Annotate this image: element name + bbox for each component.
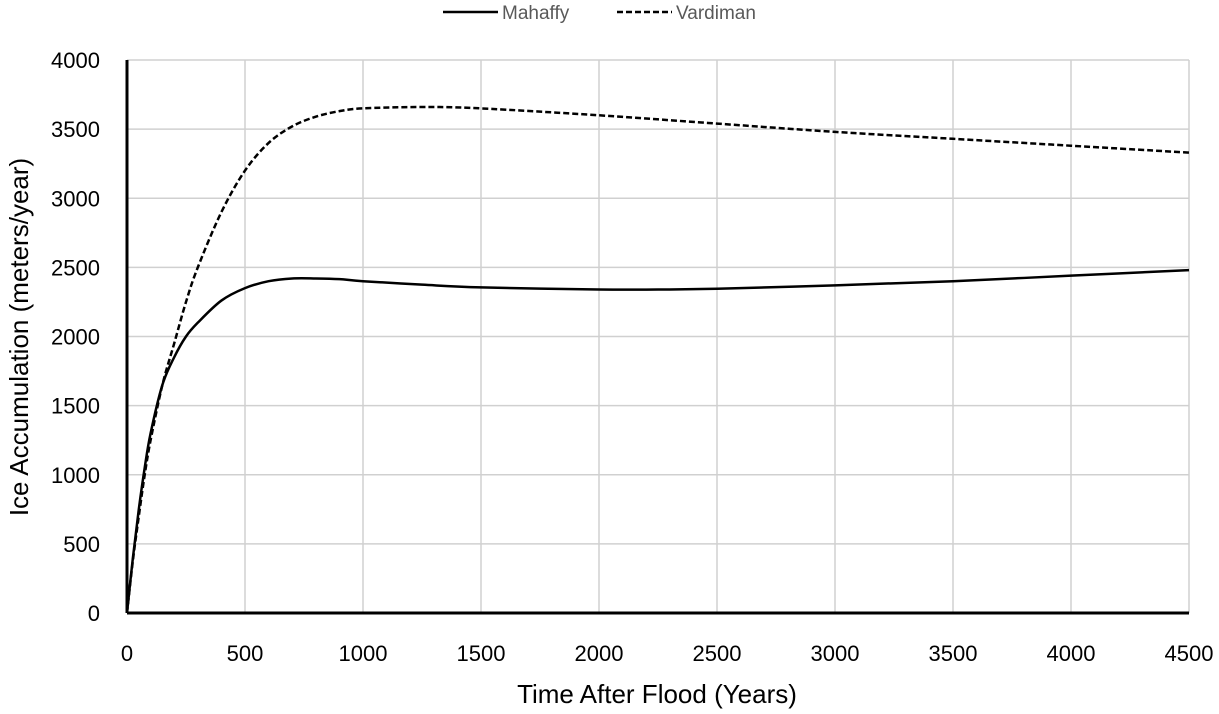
- x-tick-label: 4500: [1165, 641, 1214, 666]
- y-tick-label: 1000: [51, 463, 100, 488]
- y-tick-label: 1500: [51, 394, 100, 419]
- y-tick-label: 500: [63, 532, 100, 557]
- y-axis-title: Ice Accumulation (meters/year): [4, 158, 34, 516]
- legend: Mahaffy Vardiman: [443, 3, 756, 24]
- y-tick-label: 0: [88, 601, 100, 626]
- y-tick-label: 2000: [51, 325, 100, 350]
- y-tick-label: 3500: [51, 117, 100, 142]
- x-tick-label: 3000: [811, 641, 860, 666]
- x-tick-label: 2000: [575, 641, 624, 666]
- y-tick-label: 3000: [51, 186, 100, 211]
- x-tick-label: 2500: [693, 641, 742, 666]
- y-tick-label: 4000: [51, 48, 100, 73]
- x-tick-label: 1500: [457, 641, 506, 666]
- series-line-vardiman: [125, 105, 1190, 614]
- x-tick-label: 4000: [1047, 641, 1096, 666]
- series-line-mahaffy: [125, 268, 1190, 614]
- tick-labels: 0 500 1000 1500 2000 2500 3000 3500 4000 4500 0 500…: [51, 48, 1213, 666]
- y-tick-label: 2500: [51, 255, 100, 280]
- x-tick-label: 0: [121, 641, 133, 666]
- legend-label-mahaffy: Mahaffy: [502, 3, 570, 24]
- x-tick-label: 3500: [929, 641, 978, 666]
- series-lines: [125, 105, 1190, 614]
- x-tick-label: 1000: [339, 641, 388, 666]
- grid-lines: [127, 59, 1190, 613]
- legend-label-vardiman: Vardiman: [676, 3, 756, 24]
- axes: [125, 60, 1189, 615]
- x-tick-label: 500: [227, 641, 264, 666]
- x-axis-title: Time After Flood (Years): [517, 679, 797, 709]
